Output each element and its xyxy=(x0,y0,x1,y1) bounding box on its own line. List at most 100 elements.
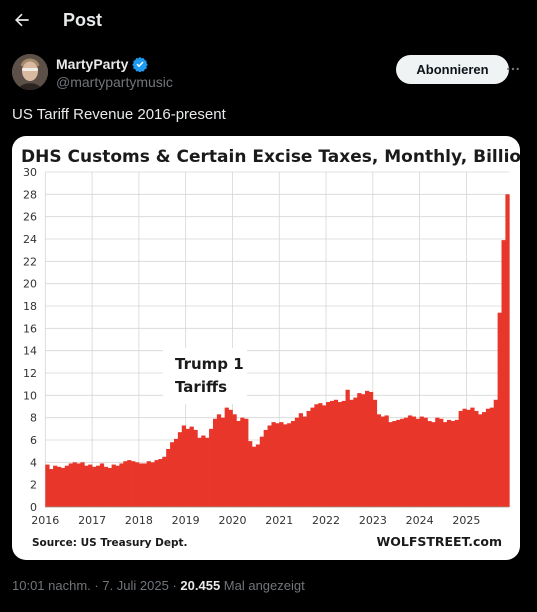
bar xyxy=(411,416,417,507)
bar xyxy=(228,409,233,507)
bar xyxy=(439,418,444,507)
bar xyxy=(107,467,112,507)
y-tick-label: 4 xyxy=(30,456,37,469)
bar xyxy=(220,417,226,507)
bar xyxy=(450,421,456,507)
bar xyxy=(287,423,292,507)
bar xyxy=(322,405,327,507)
bar xyxy=(240,417,245,507)
bar xyxy=(271,422,276,507)
bar xyxy=(177,432,183,507)
post-time[interactable]: 10:01 nachm. xyxy=(12,578,91,593)
bar xyxy=(80,462,85,507)
bar xyxy=(244,418,249,507)
bar xyxy=(361,394,366,507)
bar xyxy=(154,460,159,507)
y-tick-label: 2 xyxy=(30,479,37,492)
bar xyxy=(131,461,136,507)
bar xyxy=(248,441,253,507)
y-tick-label: 26 xyxy=(23,211,37,224)
x-axis: 2016 2017 2018 2019 2020 2021 2022 2023 2024 2025 xyxy=(31,506,509,527)
y-tick-label: 18 xyxy=(23,300,37,313)
bar xyxy=(127,460,132,507)
bar xyxy=(170,442,175,507)
bar xyxy=(99,463,105,507)
bar xyxy=(181,425,187,507)
bar xyxy=(501,240,506,507)
more-horizontal-icon xyxy=(507,67,519,71)
avatar[interactable] xyxy=(12,54,48,90)
bar xyxy=(138,463,144,507)
bar xyxy=(470,407,475,507)
verified-badge-icon xyxy=(132,57,149,72)
bar xyxy=(368,391,374,507)
annotation-line: Tariffs xyxy=(175,378,227,396)
more-button[interactable] xyxy=(502,58,524,80)
avatar-image xyxy=(12,54,48,90)
bar xyxy=(388,422,393,507)
bar xyxy=(64,465,70,507)
bar xyxy=(119,463,124,507)
bar xyxy=(53,465,58,507)
bar xyxy=(419,416,424,507)
x-tick-label: 2021 xyxy=(265,514,293,527)
y-tick-label: 16 xyxy=(23,322,37,335)
bar xyxy=(123,461,128,507)
bar xyxy=(290,421,296,507)
bar xyxy=(318,403,323,507)
bar xyxy=(466,409,471,507)
bar xyxy=(423,417,428,507)
follow-button[interactable]: Abonnieren xyxy=(396,55,509,84)
tweet-media-image[interactable]: DHS Customs & Certain Excise Taxes, Mont… xyxy=(12,136,520,560)
bar xyxy=(443,422,448,507)
bar xyxy=(478,414,483,507)
bar xyxy=(306,410,311,507)
bar xyxy=(166,448,171,507)
page-title: Post xyxy=(63,10,103,30)
y-tick-label: 6 xyxy=(30,434,37,447)
bar xyxy=(333,399,339,507)
bar xyxy=(337,402,342,507)
post-meta: 10:01 nachm. · 7. Juli 2025 · 20.455 Mal… xyxy=(12,578,305,593)
x-tick-label: 2025 xyxy=(452,514,480,527)
bar xyxy=(357,393,362,507)
bar xyxy=(259,436,265,507)
bar xyxy=(209,428,214,507)
x-tick-label: 2019 xyxy=(172,514,200,527)
bar xyxy=(275,423,280,507)
x-tick-label: 2020 xyxy=(218,514,246,527)
bar xyxy=(111,464,116,507)
y-tick-label: 30 xyxy=(23,166,37,179)
bar xyxy=(497,312,502,507)
bar xyxy=(115,465,120,507)
display-name[interactable]: MartyParty xyxy=(56,56,129,72)
bar xyxy=(95,465,101,507)
bar xyxy=(372,399,378,507)
y-tick-label: 0 xyxy=(30,501,37,514)
bar xyxy=(216,414,222,507)
bar xyxy=(212,418,218,507)
bar xyxy=(84,465,89,507)
bar xyxy=(88,464,93,507)
tweet-text: US Tariff Revenue 2016-present xyxy=(12,106,226,123)
bar xyxy=(454,419,459,507)
user-handle[interactable]: @martypartymusic xyxy=(56,74,173,90)
meta-separator: · xyxy=(168,578,181,593)
bar xyxy=(45,464,50,507)
post-date[interactable]: 7. Juli 2025 xyxy=(102,578,169,593)
meta-separator: · xyxy=(90,578,103,593)
bar xyxy=(146,461,151,507)
bar xyxy=(255,444,261,507)
bar xyxy=(326,402,331,507)
bar xyxy=(329,400,335,507)
bar xyxy=(365,390,370,507)
bar xyxy=(283,424,288,507)
bar xyxy=(446,419,452,507)
back-button[interactable] xyxy=(8,6,36,34)
x-tick-label: 2016 xyxy=(31,514,59,527)
bar xyxy=(493,399,498,507)
bar xyxy=(201,435,206,507)
bar xyxy=(482,412,487,507)
bar xyxy=(197,437,202,507)
bar xyxy=(392,421,397,507)
